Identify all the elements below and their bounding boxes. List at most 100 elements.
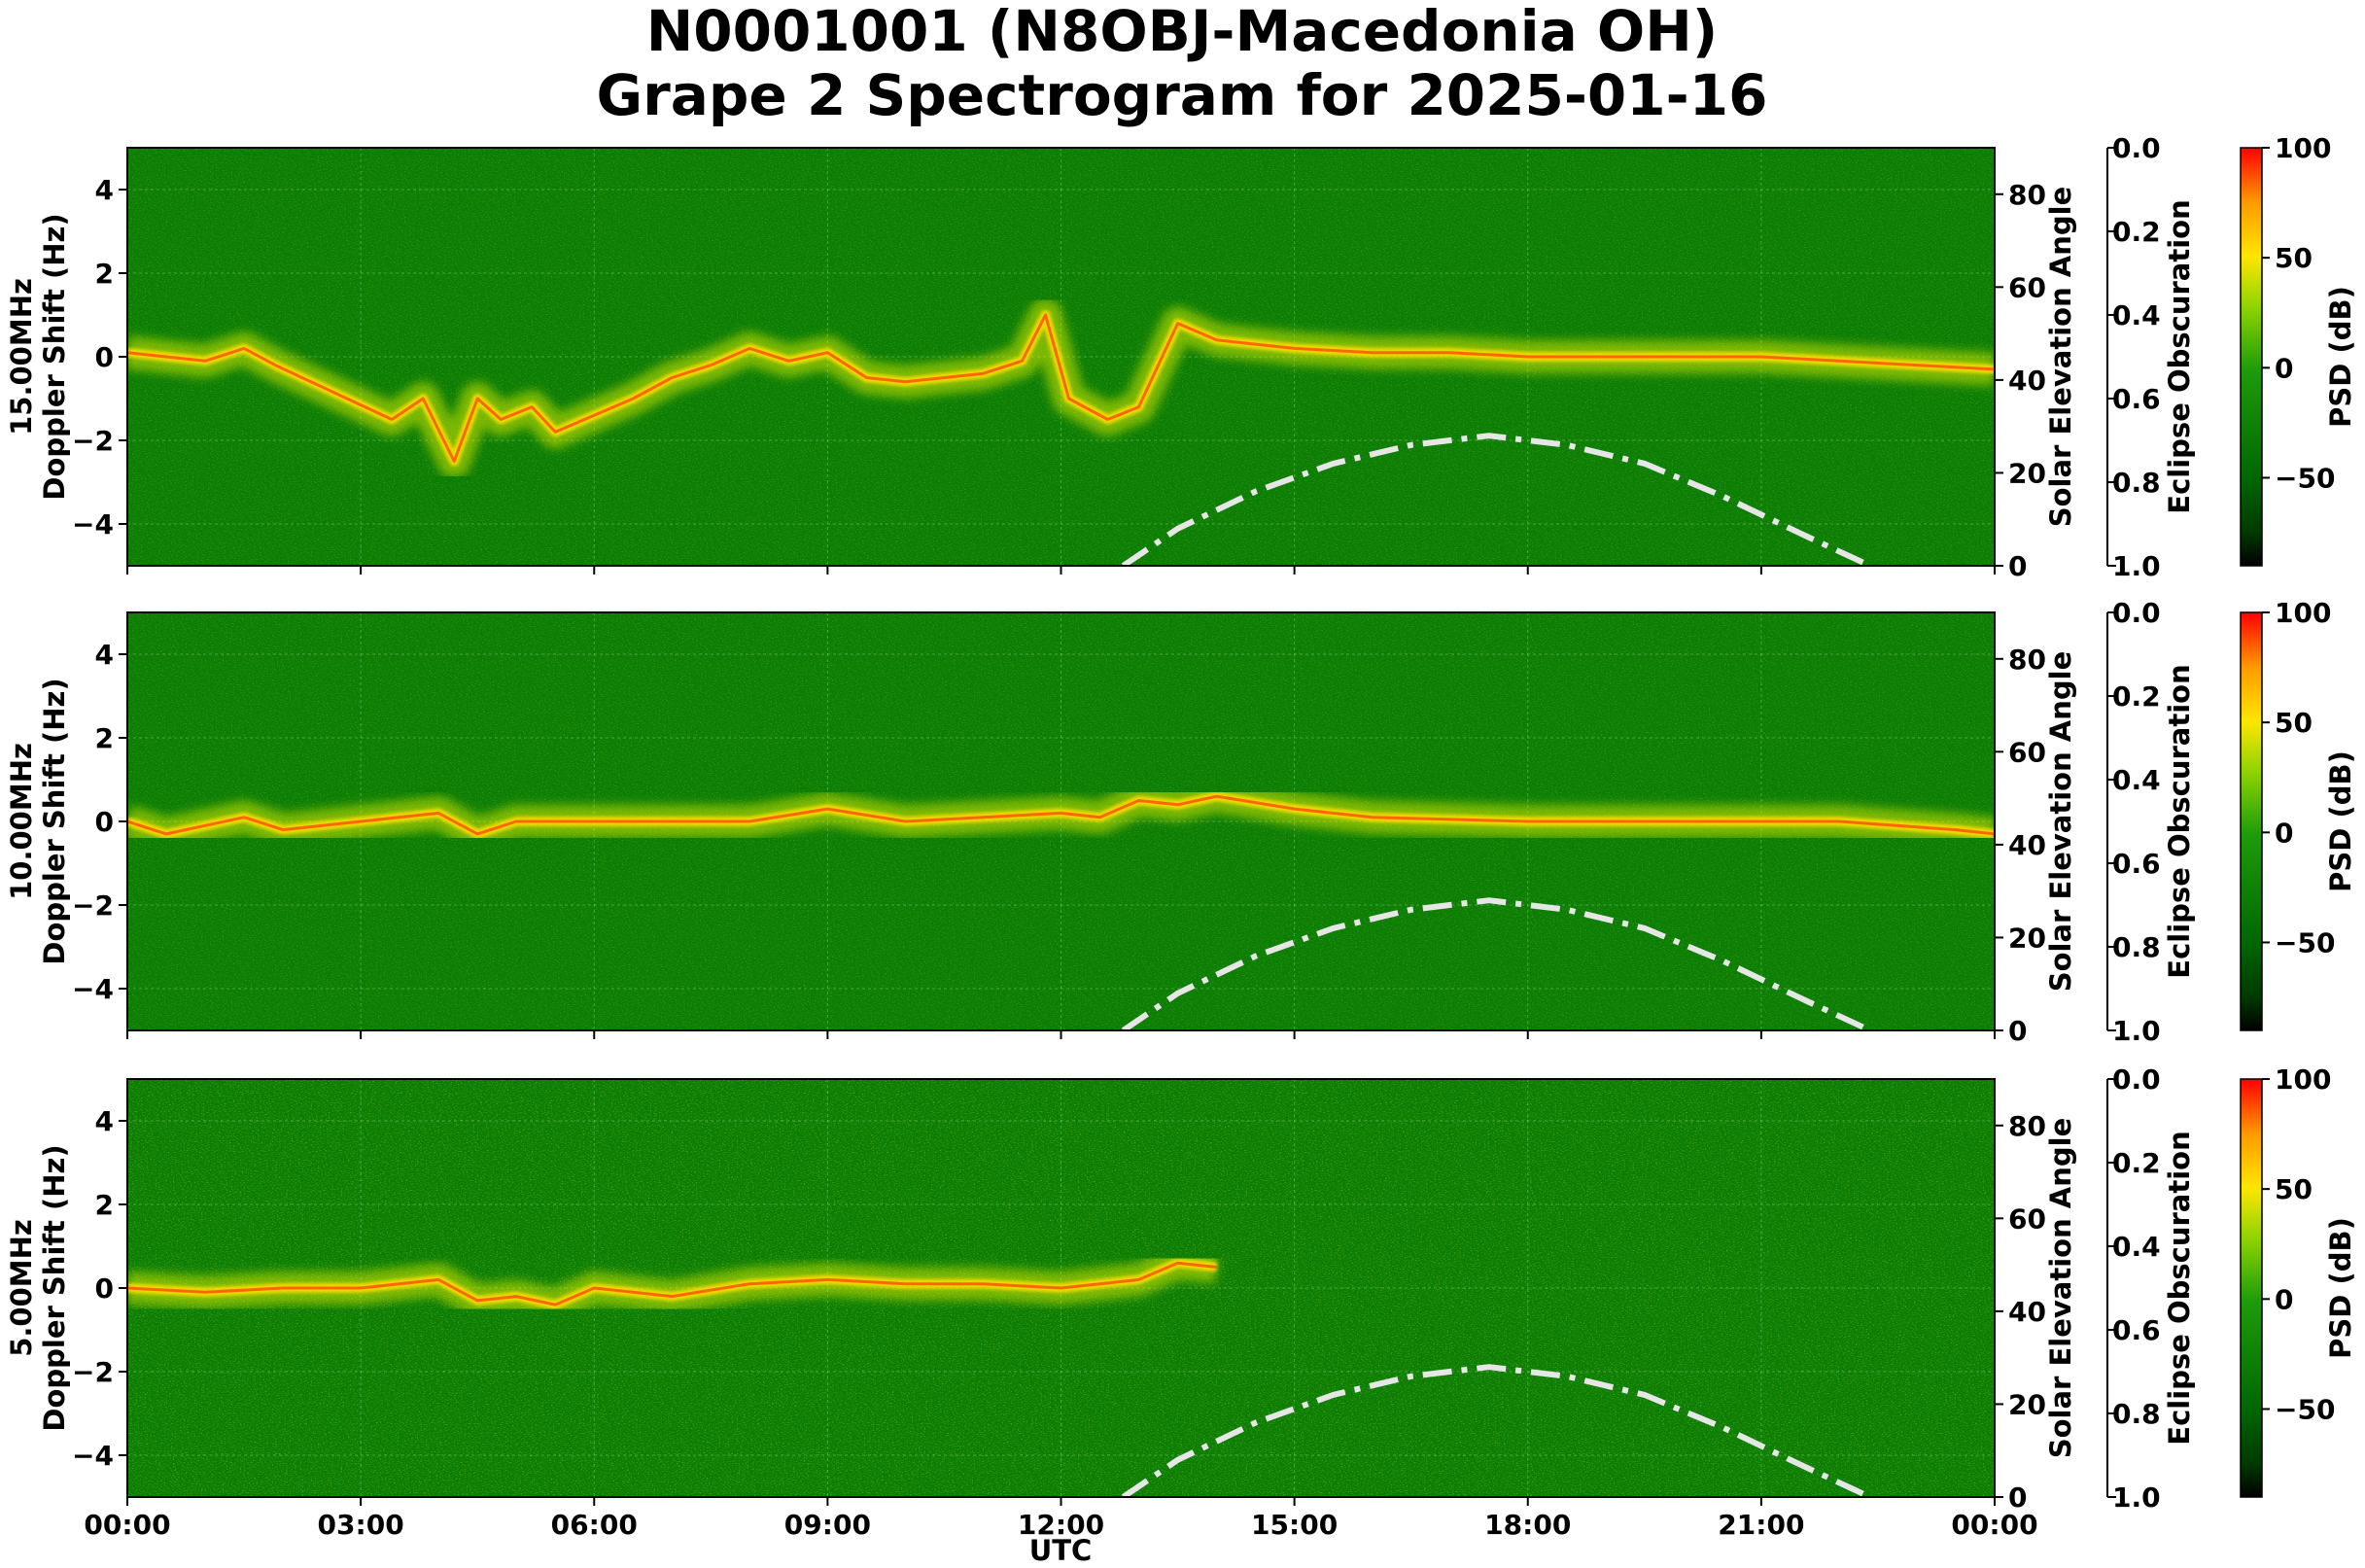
y-tick-label: −4: [72, 508, 114, 540]
eclipse-tick-label: 0.2: [2112, 680, 2161, 713]
y-tick-label: −2: [72, 889, 114, 922]
x-tick-label: 03:00: [318, 1509, 404, 1541]
colorbar-tick-label: 100: [2275, 597, 2331, 629]
y-axis-label-doppler: Doppler Shift (Hz): [38, 678, 71, 964]
elevation-tick-label: 80: [2008, 179, 2046, 211]
colorbar-tick-label: −50: [2275, 926, 2335, 958]
spectrogram-panels: 420−2−415.00MHz Doppler Shift (Hz)0204060…: [5, 132, 2357, 1541]
plot-area: [127, 1079, 1995, 1497]
elevation-tick-label: 40: [2008, 365, 2046, 397]
x-tick-label: 06:00: [551, 1509, 638, 1541]
elevation-tick-label: 60: [2008, 1202, 2046, 1235]
solar-elevation-curve: [1121, 897, 1872, 1030]
eclipse-tick-label: 0.8: [2112, 467, 2161, 499]
colorbar-tick-label: 0: [2275, 352, 2293, 384]
colorbar-tick-label: −50: [2275, 462, 2335, 494]
colorbar-tick-label: 100: [2275, 132, 2331, 164]
x-tick-label: 21:00: [1718, 1509, 1804, 1541]
eclipse-tick-label: 0.4: [2112, 1231, 2161, 1263]
y-axis-label-frequency: 10.00MHz: [5, 743, 38, 900]
eclipse-tick-label: 0.0: [2112, 132, 2161, 164]
y-tick-label: 2: [95, 722, 114, 754]
y-axis-label-frequency: 5.00MHz: [5, 1219, 38, 1357]
x-tick-label: 12:00: [1018, 1509, 1104, 1541]
colorbar-label: PSD (dB): [2324, 286, 2357, 428]
elevation-tick-label: 40: [2008, 829, 2046, 861]
y-tick-label: −4: [72, 1440, 114, 1472]
elevation-tick-label: 20: [2008, 457, 2046, 489]
x-tick-label: 00:00: [1951, 1509, 2037, 1541]
solar-elevation-label: Solar Elevation Angle: [2044, 651, 2077, 993]
x-tick-label: 09:00: [784, 1509, 871, 1541]
colorbar: [2240, 611, 2263, 1031]
y-tick-label: −4: [72, 973, 114, 1005]
y-tick-label: 2: [95, 1189, 114, 1221]
colorbar-tick-label: −50: [2275, 1393, 2335, 1425]
colorbar-tick-label: 50: [2275, 707, 2313, 739]
carrier-trace: [127, 794, 1995, 836]
colorbar: [2240, 1078, 2263, 1498]
eclipse-tick-label: 0.0: [2112, 597, 2161, 629]
elevation-tick-label: 60: [2008, 736, 2046, 768]
x-tick-label: 18:00: [1484, 1509, 1571, 1541]
panel-5.00MHz: 420−2−45.00MHz Doppler Shift (Hz)02040608…: [5, 1063, 2357, 1541]
y-tick-label: 4: [95, 639, 114, 671]
eclipse-obscuration-label: Eclipse Obscuration: [2163, 664, 2196, 978]
chart-title-line2: Grape 2 Spectrogram for 2025-01-16: [597, 62, 1768, 128]
colorbar-tick-label: 0: [2275, 817, 2293, 849]
eclipse-tick-label: 1.0: [2112, 1015, 2161, 1047]
colorbar-label: PSD (dB): [2324, 750, 2357, 892]
eclipse-tick-label: 0.6: [2112, 1314, 2161, 1346]
plot-area: [127, 612, 1995, 1030]
elevation-tick-label: 0: [2008, 1481, 2027, 1514]
eclipse-tick-label: 0.2: [2112, 216, 2161, 248]
solar-elevation-curve: [1121, 433, 1872, 566]
y-tick-label: 2: [95, 258, 114, 290]
plot-area: [127, 148, 1995, 566]
eclipse-tick-label: 0.0: [2112, 1063, 2161, 1096]
elevation-tick-label: 20: [2008, 1388, 2046, 1420]
eclipse-tick-label: 0.4: [2112, 764, 2161, 796]
carrier-trace: [127, 313, 1995, 463]
eclipse-obscuration-label: Eclipse Obscuration: [2163, 1131, 2196, 1445]
y-tick-label: 0: [95, 806, 114, 838]
solar-elevation-label: Solar Elevation Angle: [2044, 187, 2077, 528]
y-tick-label: 0: [95, 1272, 114, 1305]
elevation-tick-label: 60: [2008, 271, 2046, 303]
eclipse-tick-label: 1.0: [2112, 550, 2161, 582]
eclipse-tick-label: 1.0: [2112, 1481, 2161, 1514]
eclipse-tick-label: 0.8: [2112, 1398, 2161, 1430]
colorbar-tick-label: 100: [2275, 1063, 2331, 1096]
y-tick-label: −2: [72, 1356, 114, 1388]
eclipse-tick-label: 0.8: [2112, 931, 2161, 963]
panel-15.00MHz: 420−2−415.00MHz Doppler Shift (Hz)0204060…: [5, 132, 2357, 582]
colorbar-tick-label: 50: [2275, 242, 2313, 274]
y-axis-label-frequency: 15.00MHz: [5, 278, 38, 436]
elevation-tick-label: 0: [2008, 1015, 2027, 1047]
elevation-tick-label: 80: [2008, 644, 2046, 676]
eclipse-tick-label: 0.4: [2112, 299, 2161, 331]
elevation-tick-label: 0: [2008, 550, 2027, 582]
elevation-tick-label: 40: [2008, 1296, 2046, 1328]
colorbar-tick-label: 50: [2275, 1173, 2313, 1205]
elevation-tick-label: 20: [2008, 922, 2046, 954]
eclipse-obscuration-label: Eclipse Obscuration: [2163, 199, 2196, 513]
eclipse-tick-label: 0.2: [2112, 1147, 2161, 1179]
y-tick-label: 4: [95, 174, 114, 206]
solar-elevation-label: Solar Elevation Angle: [2044, 1118, 2077, 1459]
colorbar-label: PSD (dB): [2324, 1217, 2357, 1359]
y-tick-label: 0: [95, 341, 114, 373]
x-axis-label: UTC: [1029, 1534, 1093, 1567]
y-tick-label: 4: [95, 1105, 114, 1137]
eclipse-tick-label: 0.6: [2112, 383, 2161, 415]
y-axis-label-doppler: Doppler Shift (Hz): [38, 1144, 71, 1431]
chart-title-line1: N0001001 (N8OBJ-Macedonia OH): [646, 0, 1719, 64]
panel-10.00MHz: 420−2−410.00MHz Doppler Shift (Hz)0204060…: [5, 597, 2357, 1047]
y-axis-label-doppler: Doppler Shift (Hz): [38, 213, 71, 500]
colorbar-tick-label: 0: [2275, 1283, 2293, 1315]
x-tick-label: 00:00: [84, 1509, 170, 1541]
elevation-tick-label: 80: [2008, 1110, 2046, 1142]
solar-elevation-curve: [1121, 1364, 1872, 1497]
x-tick-label: 15:00: [1251, 1509, 1338, 1541]
